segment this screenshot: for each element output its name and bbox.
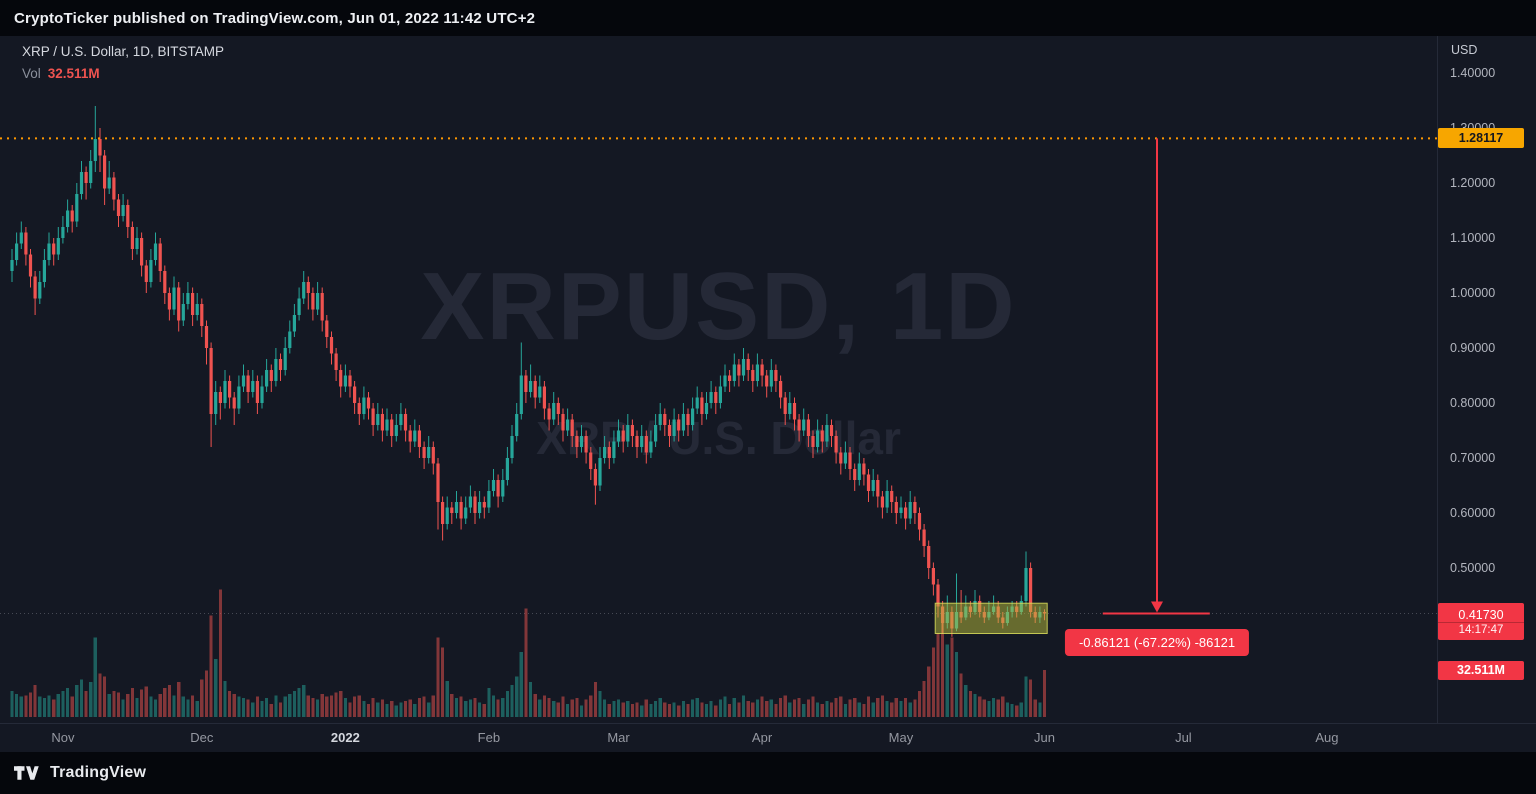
price-tick: 1.00000 bbox=[1450, 286, 1496, 300]
time-tick: Mar bbox=[607, 730, 630, 745]
currency-label: USD bbox=[1451, 43, 1478, 57]
price-tick: 1.20000 bbox=[1450, 176, 1496, 190]
time-tick: Nov bbox=[51, 730, 75, 745]
price-tick: 1.10000 bbox=[1450, 231, 1496, 245]
price-tick: 0.80000 bbox=[1450, 396, 1496, 410]
tradingview-logo-icon[interactable] bbox=[14, 764, 41, 782]
highlight-box[interactable] bbox=[934, 602, 1048, 635]
volume-indicator-row[interactable]: Vol 32.511M bbox=[22, 66, 224, 81]
volume-badge-value: 32.511M bbox=[1457, 663, 1505, 678]
time-tick: Apr bbox=[751, 730, 773, 745]
measure-result-label: -0.86121 (-67.22%) -86121 bbox=[1064, 628, 1250, 656]
time-axis[interactable]: Nov Dec 2022 Feb Mar Apr May Jun Jul Aug bbox=[0, 723, 1536, 753]
alert-price-value: 1.28117 bbox=[1458, 131, 1504, 146]
time-tick: Dec bbox=[190, 730, 214, 745]
time-tick: Feb bbox=[477, 730, 501, 745]
symbol-title[interactable]: XRP / U.S. Dollar, 1D, BITSTAMP bbox=[22, 44, 225, 59]
time-tick: Aug bbox=[1315, 730, 1339, 745]
footer-bar: TradingView bbox=[0, 752, 1536, 794]
last-price-badge: 0.41730 14:17:47 bbox=[1438, 603, 1524, 641]
attribution-banner: CryptoTicker published on TradingView.co… bbox=[0, 0, 1536, 36]
time-tick: Jun bbox=[1034, 730, 1055, 745]
measure-arrow[interactable] bbox=[1102, 138, 1210, 615]
last-price-value: 0.41730 bbox=[1458, 607, 1504, 622]
time-tick: Jul bbox=[1175, 730, 1192, 745]
volume-badge: 32.511M bbox=[1438, 660, 1524, 680]
price-tick: 1.40000 bbox=[1450, 66, 1496, 80]
time-tick: 2022 bbox=[330, 730, 360, 745]
candles bbox=[10, 106, 1047, 637]
volume-value: 32.511M bbox=[47, 66, 100, 81]
bar-countdown: 14:17:47 bbox=[1438, 621, 1524, 636]
time-tick: May bbox=[888, 730, 914, 745]
price-tick: 0.70000 bbox=[1450, 451, 1496, 465]
tradingview-wordmark[interactable]: TradingView bbox=[50, 764, 147, 781]
price-tick: 0.60000 bbox=[1450, 506, 1496, 520]
volume-bars bbox=[10, 589, 1047, 718]
volume-label: Vol bbox=[22, 66, 41, 81]
chart-legend[interactable]: XRP / U.S. Dollar, 1D, BITSTAMP Vol 32.5… bbox=[22, 44, 224, 81]
candlestick-chart[interactable] bbox=[0, 36, 1437, 752]
chart-area[interactable]: XRPUSD, 1D XRP / U.S. Dollar XRP / U.S. … bbox=[0, 36, 1536, 752]
attribution-text: CryptoTicker published on TradingView.co… bbox=[14, 9, 536, 27]
price-tick: 0.50000 bbox=[1450, 561, 1496, 575]
alert-price-badge: 1.28117 bbox=[1438, 128, 1524, 149]
price-tick: 0.90000 bbox=[1450, 341, 1496, 355]
price-axis[interactable]: USD 1.400001.300001.200001.100001.000000… bbox=[1437, 36, 1536, 723]
